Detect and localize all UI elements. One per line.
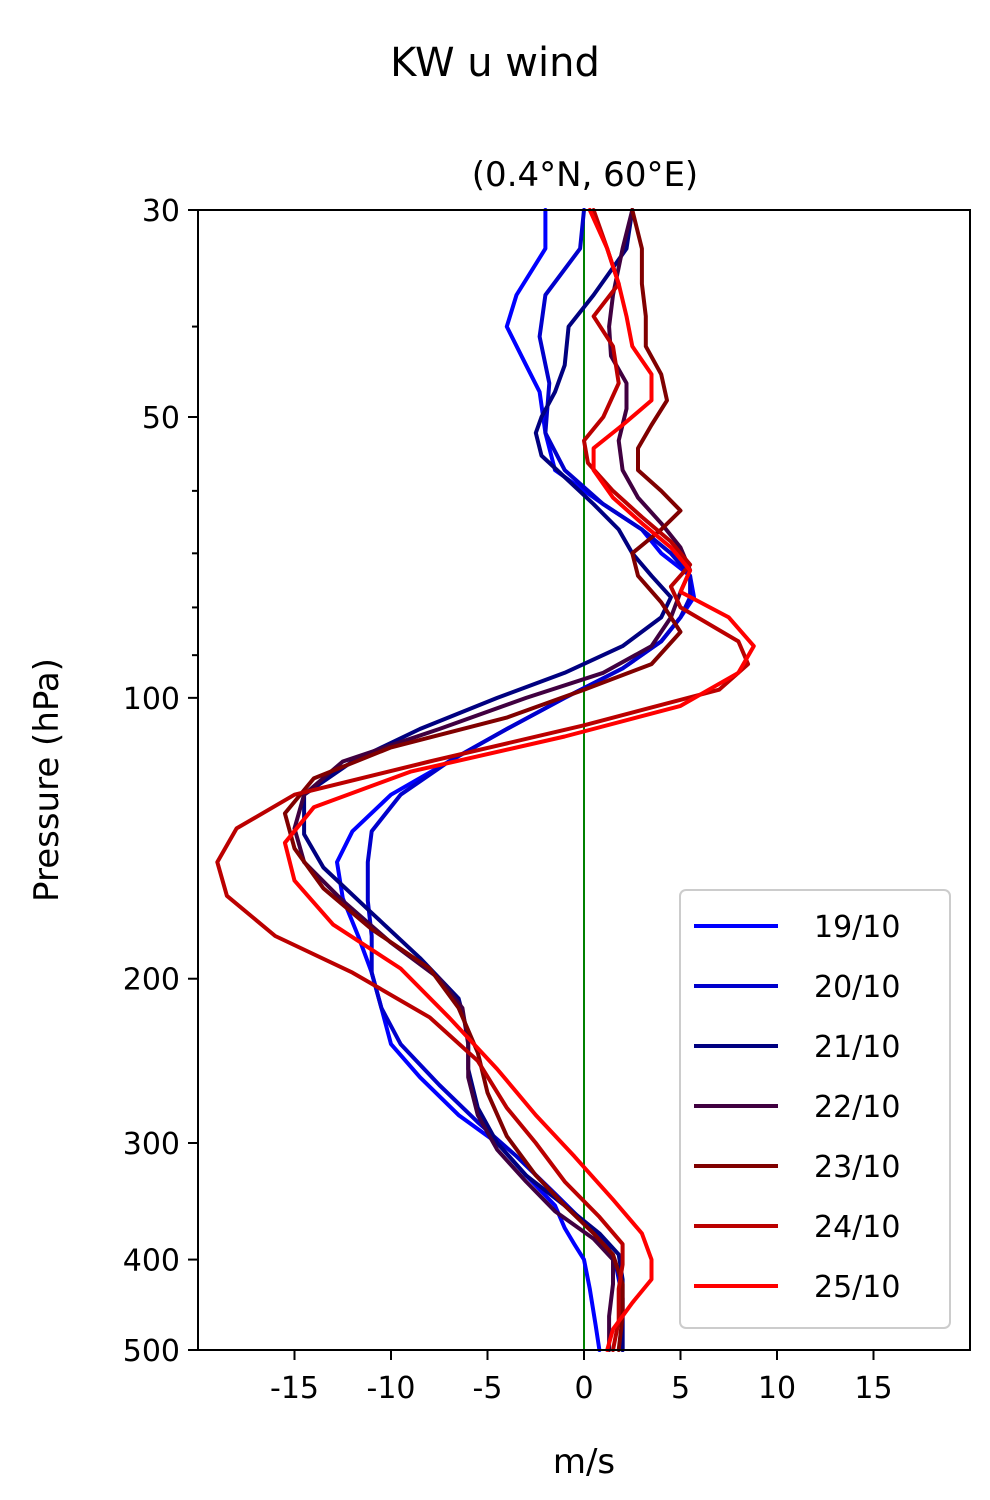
y-axis-label: Pressure (hPa) (27, 658, 67, 902)
x-tick-label: 15 (854, 1371, 892, 1406)
series-line-21-10 (302, 208, 673, 1352)
series-line-22-10 (292, 208, 693, 1352)
y-tick-label: 30 (142, 194, 180, 229)
y-tick-label: 400 (123, 1244, 180, 1279)
y-tick-label: 100 (123, 682, 180, 717)
plot-subtitle: (0.4°N, 60°E) (472, 155, 698, 195)
x-tick-label: -5 (473, 1371, 503, 1406)
legend-label: 25/10 (814, 1270, 900, 1305)
legend-label: 22/10 (814, 1090, 900, 1125)
legend-label: 19/10 (814, 910, 900, 945)
y-tick-label: 200 (123, 963, 180, 998)
y-axis-ticks: 30 50 100 200 300 400 500 (123, 194, 198, 1369)
legend: 19/10 20/10 21/10 22/10 23/10 24/10 25/10 (679, 889, 951, 1329)
legend-label: 23/10 (814, 1150, 900, 1185)
x-tick-label: -15 (270, 1371, 319, 1406)
legend-box (679, 889, 951, 1329)
plot-frame (197, 209, 971, 1351)
figure-title: KW u wind (390, 40, 600, 86)
y-tick-label: 500 (123, 1334, 180, 1369)
x-axis-label: m/s (553, 1442, 615, 1482)
series-line-24-10 (215, 208, 751, 1352)
x-tick-label: 0 (574, 1371, 593, 1406)
y-tick-label: 300 (123, 1127, 180, 1162)
legend-label: 24/10 (814, 1210, 900, 1245)
series-line-23-10 (282, 208, 683, 1352)
x-axis-ticks: -15 -10 -5 0 5 10 15 (270, 1350, 893, 1406)
y-tick-label: 50 (142, 401, 180, 436)
x-tick-label: -10 (367, 1371, 416, 1406)
legend-label: 21/10 (814, 1030, 900, 1065)
legend-label: 20/10 (814, 970, 900, 1005)
plot-content (215, 208, 756, 1352)
x-tick-label: 10 (758, 1371, 796, 1406)
x-tick-label: 5 (671, 1371, 690, 1406)
series-line-25-10 (282, 208, 756, 1352)
